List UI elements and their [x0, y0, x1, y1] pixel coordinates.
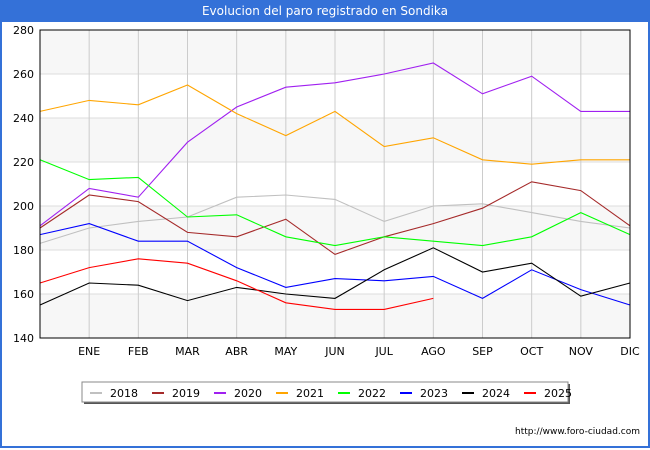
legend-label-2021: 2021: [296, 387, 324, 400]
series-line-2024: [39, 247, 631, 306]
legend-label-2020: 2020: [234, 387, 262, 400]
plot-border: [39, 29, 631, 339]
x-tick-label: MAY: [274, 345, 297, 358]
legend-label-2022: 2022: [358, 387, 386, 400]
y-tick-label: 240: [13, 112, 34, 125]
legend-label-2018: 2018: [110, 387, 138, 400]
legend-label-2023: 2023: [420, 387, 448, 400]
y-tick-label: 180: [13, 244, 34, 257]
y-tick-label: 140: [13, 332, 34, 345]
y-tick-label: 280: [13, 24, 34, 37]
source-link[interactable]: http://www.foro-ciudad.com: [515, 427, 640, 437]
series-line-2021: [39, 84, 630, 165]
x-tick-label: FEB: [128, 345, 149, 358]
y-tick-label: 200: [13, 200, 34, 213]
legend-box: [81, 381, 569, 403]
series-line-2020: [39, 62, 630, 227]
x-tick-labels: ENE FEB MAR ABR MAY JUN JUL AGO SEP OCT NOV DIC: [78, 345, 640, 358]
series-line-2025: [39, 258, 434, 310]
legend-label-2025: 2025: [544, 387, 572, 400]
y-tick-label: 160: [13, 288, 34, 301]
y-tick-label: 260: [13, 68, 34, 81]
x-tick-label: DIC: [620, 345, 640, 358]
legend: 2018 2019 2020 2021 2022 2023 2024 2025: [81, 381, 572, 404]
legend-label-2024: 2024: [482, 387, 510, 400]
x-tick-label: ENE: [78, 345, 100, 358]
x-tick-label: NOV: [569, 345, 594, 358]
x-tick-label: ABR: [225, 345, 248, 358]
x-tick-label: OCT: [520, 345, 543, 358]
x-tick-label: JUL: [374, 345, 393, 358]
x-tick-label: MAR: [175, 345, 200, 358]
y-tick-labels: 140 160 180 200 220 240 260 280: [13, 24, 34, 345]
axes: [39, 29, 631, 339]
x-tick-label: JUN: [324, 345, 345, 358]
x-tick-label: AGO: [421, 345, 446, 358]
series-line-2023: [39, 223, 631, 306]
y-tick-label: 220: [13, 156, 34, 169]
series-lines: [39, 62, 631, 310]
series-line-2018: [39, 194, 631, 244]
legend-label-2019: 2019: [172, 387, 200, 400]
series-line-2019: [39, 181, 631, 256]
x-tick-label: SEP: [472, 345, 493, 358]
chart-title: Evolucion del paro registrado en Sondika: [0, 0, 650, 22]
series-line-2022: [39, 159, 631, 247]
